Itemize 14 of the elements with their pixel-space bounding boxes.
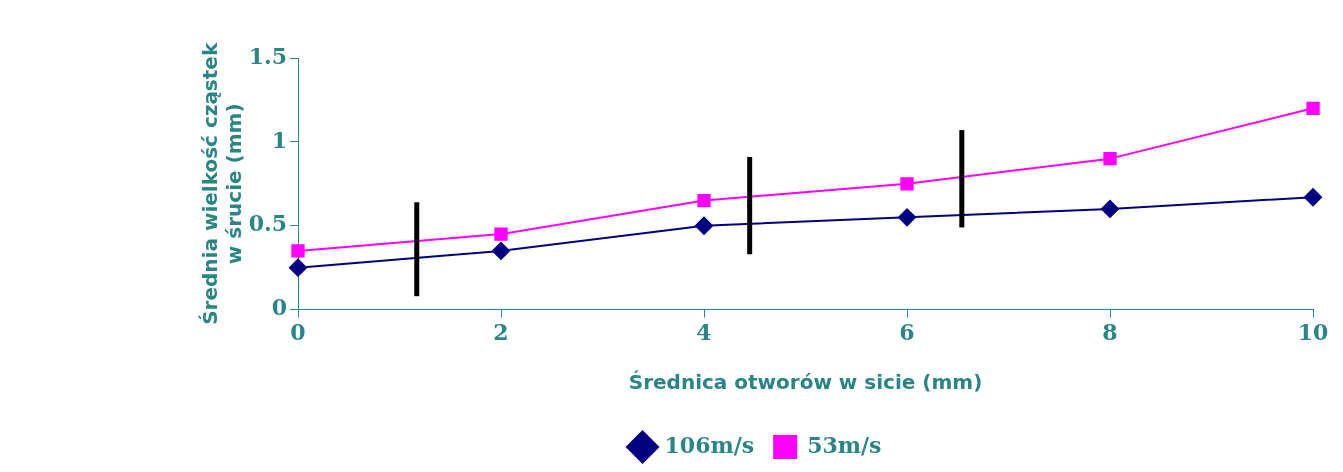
y-axis-title: Średnia wielkość cząstek w śrucie (mm) (198, 42, 247, 325)
legend-label: 53m/s (807, 431, 882, 458)
y-tick-label: 0 (271, 294, 287, 321)
x-tick-label: 6 (899, 318, 915, 345)
y-tick-label: 1 (271, 126, 287, 153)
y-tick-label: 0.5 (248, 210, 287, 237)
legend-label: 106m/s (664, 431, 755, 458)
x-tick-label: 4 (696, 318, 712, 345)
x-tick-label: 10 (1297, 318, 1329, 345)
x-tick-label: 0 (290, 318, 306, 345)
x-tick-label: 8 (1102, 318, 1118, 345)
x-axis-title: Średnica otworów w sicie (mm) (628, 370, 983, 395)
x-tick-label: 2 (493, 318, 509, 345)
y-tick-label: 1.5 (248, 42, 287, 69)
